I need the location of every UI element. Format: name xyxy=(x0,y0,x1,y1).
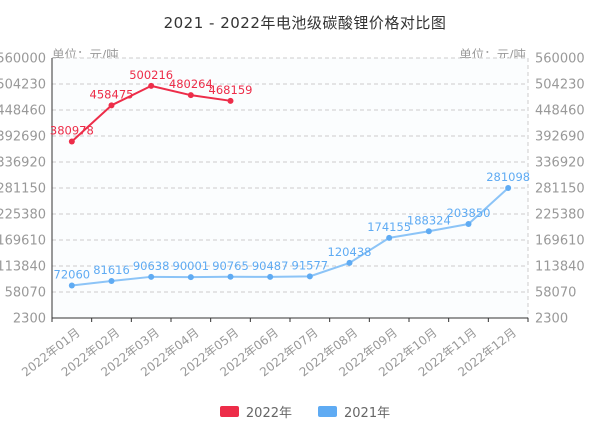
svg-text:468159: 468159 xyxy=(209,83,253,97)
svg-text:90001: 90001 xyxy=(173,259,210,273)
svg-text:169610: 169610 xyxy=(535,234,585,249)
svg-text:91577: 91577 xyxy=(292,258,329,272)
svg-text:504230: 504230 xyxy=(0,78,46,93)
svg-text:458475: 458475 xyxy=(90,87,134,101)
svg-text:380978: 380978 xyxy=(50,123,94,137)
svg-text:90487: 90487 xyxy=(252,259,289,273)
svg-text:113840: 113840 xyxy=(0,260,46,275)
svg-text:500216: 500216 xyxy=(129,68,173,82)
svg-text:72060: 72060 xyxy=(54,267,91,281)
svg-text:90765: 90765 xyxy=(212,259,249,273)
svg-text:225380: 225380 xyxy=(535,208,585,223)
svg-text:81616: 81616 xyxy=(93,263,130,277)
svg-text:2300: 2300 xyxy=(535,312,568,327)
svg-text:392690: 392690 xyxy=(535,130,585,145)
svg-text:336920: 336920 xyxy=(535,156,585,171)
svg-text:58070: 58070 xyxy=(535,286,576,301)
legend-label-2022: 2022年 xyxy=(245,406,292,421)
svg-text:203850: 203850 xyxy=(447,206,491,220)
chart-title: 2021 - 2022年电池级碳酸锂价格对比图 xyxy=(163,14,447,32)
svg-text:281150: 281150 xyxy=(535,182,585,197)
svg-text:188324: 188324 xyxy=(407,213,451,227)
svg-text:174155: 174155 xyxy=(367,220,411,234)
legend-swatch-2022 xyxy=(219,406,239,417)
svg-text:113840: 113840 xyxy=(535,260,585,275)
svg-text:560000: 560000 xyxy=(0,52,46,67)
svg-text:392690: 392690 xyxy=(0,130,46,145)
svg-text:58070: 58070 xyxy=(5,286,46,301)
legend-item-2022[interactable]: 2022年 xyxy=(219,402,292,421)
svg-text:448460: 448460 xyxy=(0,104,46,119)
svg-text:90638: 90638 xyxy=(133,259,170,273)
svg-text:120438: 120438 xyxy=(328,245,372,259)
svg-text:2300: 2300 xyxy=(13,312,46,327)
legend-label-2021: 2021年 xyxy=(344,406,391,421)
svg-text:281098: 281098 xyxy=(486,170,530,184)
svg-text:225380: 225380 xyxy=(0,208,46,223)
svg-text:504230: 504230 xyxy=(535,78,585,93)
svg-text:448460: 448460 xyxy=(535,104,585,119)
svg-text:480264: 480264 xyxy=(169,77,213,91)
svg-text:281150: 281150 xyxy=(0,182,46,197)
legend-swatch-2021 xyxy=(318,406,337,417)
svg-text:560000: 560000 xyxy=(535,52,585,67)
legend: 2022年 2021年 xyxy=(0,402,610,421)
svg-text:336920: 336920 xyxy=(0,156,46,171)
legend-item-2021[interactable]: 2021年 xyxy=(318,402,390,421)
svg-text:169610: 169610 xyxy=(0,234,46,249)
